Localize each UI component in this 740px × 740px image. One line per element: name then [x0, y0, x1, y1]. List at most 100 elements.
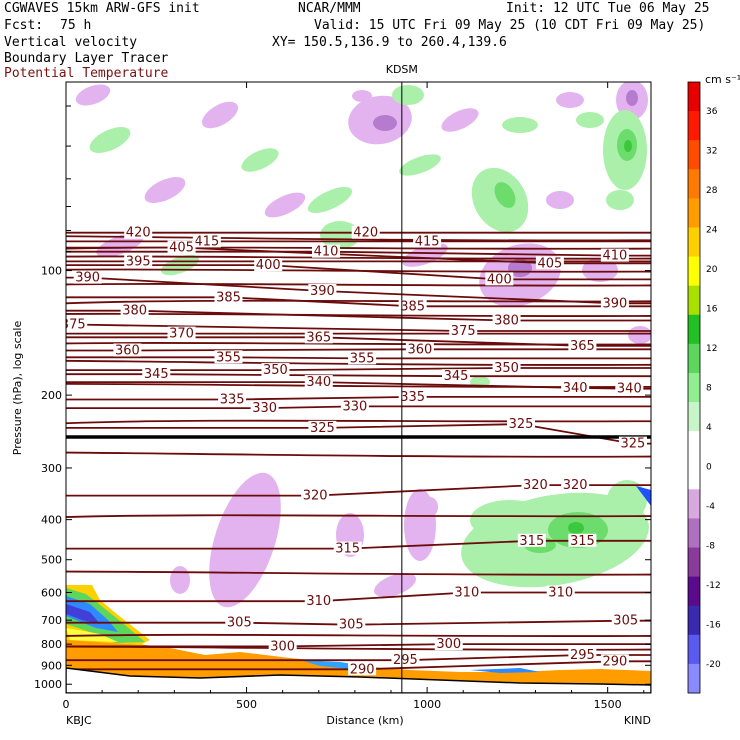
colorbar-swatch [688, 111, 700, 141]
colorbar-frame [687, 81, 701, 694]
theta-label-bg [301, 488, 330, 502]
colorbar-swatch [688, 402, 700, 432]
theta-label: 340 [617, 382, 642, 397]
theta-label-bg [449, 324, 478, 338]
organization-label: NCAR/MMM [298, 1, 361, 16]
theta-label: 330 [342, 399, 367, 414]
colorbar-label: -12 [706, 581, 721, 591]
theta-contour-335 [66, 396, 651, 401]
theta-label-bg [167, 326, 196, 340]
colorbar-swatch [688, 343, 700, 374]
theta-contour-350 [66, 367, 651, 371]
colorbar-label: 24 [706, 226, 718, 236]
theta-contour-360 [66, 348, 651, 352]
y-tick-label: 100 [41, 265, 62, 278]
theta-label-bg [73, 270, 102, 284]
theta-label-bg [618, 436, 647, 450]
colorbar-swatch [688, 431, 700, 461]
x-tick-label: 1500 [594, 698, 622, 711]
colorbar-label: 4 [706, 423, 712, 433]
theta-contour [66, 268, 651, 273]
theta-label-bg [348, 662, 377, 676]
theta-label: 385 [216, 290, 241, 305]
theta-label: 315 [335, 542, 360, 557]
tracer-plume-core [66, 604, 100, 624]
y-axis: 100 200 300 400 500 600 700 800 900 1000 [34, 105, 651, 691]
theta-label-bg [507, 417, 535, 431]
theta-label-bg [535, 256, 564, 270]
theta-contour [66, 645, 651, 651]
colorbar-swatch [688, 547, 700, 578]
theta-label: 410 [314, 245, 339, 260]
colorbar-swatch [688, 314, 700, 345]
x-tick-label: 500 [236, 698, 257, 711]
theta-label-bg [308, 420, 337, 434]
theta-label-bg [214, 350, 243, 364]
theta-label: 345 [144, 367, 169, 382]
colorbar-label: -20 [706, 660, 721, 670]
theta-label: 330 [252, 401, 277, 416]
theta-label-bg [214, 290, 243, 304]
station-label: KDSM [386, 63, 418, 76]
theta-label: 365 [306, 330, 331, 345]
cross-section-endpoints: XY= 150.5,136.9 to 260.4,139.6 [272, 35, 507, 50]
colorbar-label: 32 [706, 147, 717, 157]
theta-label: 420 [353, 226, 378, 241]
theta-label: 345 [444, 369, 469, 384]
colorbar-swatch [688, 634, 700, 665]
theta-label: 295 [393, 653, 418, 668]
colorbar-swatch [688, 489, 700, 519]
theta-label-bg [304, 375, 333, 389]
theta-label-bg [192, 234, 221, 248]
theta-contour [66, 451, 651, 458]
colorbar-swatch [688, 285, 700, 316]
theta-label-bg [124, 225, 153, 239]
theta-label-bg [120, 303, 149, 317]
theta-label: 310 [548, 585, 573, 600]
colorbar-unit: cm s⁻¹ [705, 73, 740, 86]
theta-label: 350 [263, 363, 288, 378]
theta-label: 290 [350, 662, 375, 677]
theta-label: 320 [303, 489, 328, 504]
theta-label-bg [304, 594, 333, 608]
theta-labels: 420 420 415 415 410 410 405 405 400 400 395 390 390 3… [61, 225, 647, 677]
colorbar: -20 -16 -12 -8 -4 0 4 8 12 16 20 24 28 32 36 [687, 81, 721, 694]
theta-label: 320 [563, 478, 588, 493]
forecast-label: Fcst: [4, 18, 44, 33]
theta-label-bg [442, 369, 470, 383]
y-axis-title: Pressure (hPa), log scale [11, 321, 24, 456]
theta-label: 415 [194, 234, 219, 249]
theta-label-bg [561, 380, 590, 394]
theta-label: 420 [126, 226, 151, 241]
terrain [66, 667, 651, 693]
colorbar-label: 36 [706, 107, 718, 117]
theta-label: 400 [487, 272, 512, 287]
colorbar-label: 0 [706, 462, 712, 472]
x-axis-end-station: KIND [624, 714, 651, 727]
theta-label: 300 [270, 639, 295, 654]
theta-label: 305 [613, 614, 638, 629]
theta-label: 290 [602, 654, 627, 669]
theta-contour [66, 419, 651, 425]
theta-label: 335 [400, 390, 425, 405]
theta-label-bg [254, 258, 283, 272]
y-tick-label: 500 [41, 554, 62, 567]
theta-label: 325 [509, 417, 534, 432]
theta-label: 385 [400, 299, 425, 314]
colorbar-swatch [688, 605, 700, 636]
theta-label-bg [398, 389, 427, 403]
colorbar-swatch [688, 372, 700, 403]
theta-label: 305 [227, 616, 252, 631]
theta-label-bg [413, 234, 442, 248]
theta-label: 375 [451, 324, 476, 339]
theta-label: 365 [570, 339, 595, 354]
vertical-velocity-field: 420 420 415 415 410 410 405 405 400 400 395 390 390 3… [61, 82, 651, 693]
theta-contour-400 [66, 264, 651, 281]
theta-label: 320 [523, 478, 548, 493]
theta-label: 380 [494, 313, 519, 328]
theta-label: 375 [61, 318, 86, 333]
y-tick-label: 300 [41, 462, 62, 475]
theta-label: 405 [537, 256, 562, 271]
theta-label: 400 [256, 258, 281, 273]
